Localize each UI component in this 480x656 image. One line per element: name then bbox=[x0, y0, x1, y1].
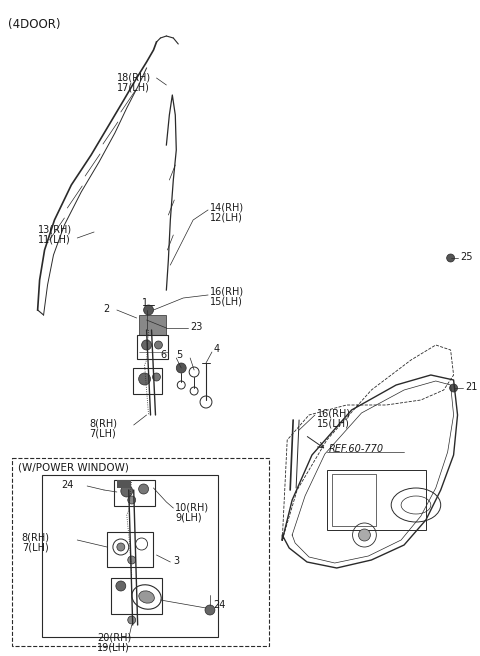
Text: 8(RH): 8(RH) bbox=[89, 418, 117, 428]
Text: 23: 23 bbox=[190, 322, 203, 332]
Text: 4: 4 bbox=[214, 344, 220, 354]
Ellipse shape bbox=[139, 591, 155, 603]
Circle shape bbox=[121, 485, 132, 497]
Circle shape bbox=[144, 305, 154, 315]
Text: 15(LH): 15(LH) bbox=[317, 418, 350, 428]
Text: 20(RH): 20(RH) bbox=[97, 632, 132, 642]
Bar bbox=[137, 335, 168, 359]
Circle shape bbox=[450, 384, 457, 392]
Bar bbox=[139, 315, 167, 335]
Text: 24: 24 bbox=[61, 480, 74, 490]
Text: 5: 5 bbox=[176, 350, 182, 360]
Text: 19(LH): 19(LH) bbox=[97, 642, 130, 652]
Text: 11(LH): 11(LH) bbox=[37, 234, 71, 244]
Bar bbox=[107, 532, 153, 567]
Bar bbox=[42, 475, 218, 637]
Text: 16(RH): 16(RH) bbox=[317, 408, 351, 418]
Text: 25: 25 bbox=[460, 252, 473, 262]
Bar bbox=[111, 578, 162, 614]
Circle shape bbox=[128, 496, 136, 504]
Circle shape bbox=[176, 363, 186, 373]
Text: 1: 1 bbox=[142, 298, 148, 308]
Circle shape bbox=[117, 543, 125, 551]
Circle shape bbox=[128, 616, 136, 624]
Circle shape bbox=[139, 484, 148, 494]
Circle shape bbox=[205, 605, 215, 615]
Circle shape bbox=[142, 340, 152, 350]
Text: 16(RH): 16(RH) bbox=[210, 287, 244, 297]
Circle shape bbox=[447, 254, 455, 262]
Bar bbox=[327, 470, 426, 530]
Text: REF.60-770: REF.60-770 bbox=[329, 444, 384, 454]
Text: 8(RH): 8(RH) bbox=[22, 532, 50, 542]
Bar bbox=[132, 368, 162, 394]
Circle shape bbox=[153, 373, 160, 381]
Circle shape bbox=[359, 529, 371, 541]
Text: 9(LH): 9(LH) bbox=[175, 512, 202, 522]
Text: 12(LH): 12(LH) bbox=[210, 212, 243, 222]
Circle shape bbox=[155, 341, 162, 349]
Text: 18(RH): 18(RH) bbox=[117, 72, 151, 82]
Text: 24: 24 bbox=[213, 600, 225, 610]
Text: 21: 21 bbox=[466, 382, 478, 392]
Text: 13(RH): 13(RH) bbox=[37, 224, 72, 234]
Text: 14(RH): 14(RH) bbox=[210, 202, 244, 212]
Text: (W/POWER WINDOW): (W/POWER WINDOW) bbox=[18, 462, 129, 472]
Text: 10(RH): 10(RH) bbox=[175, 502, 209, 512]
Circle shape bbox=[139, 373, 151, 385]
Text: 7(LH): 7(LH) bbox=[89, 428, 116, 438]
Bar bbox=[114, 480, 156, 506]
Circle shape bbox=[128, 556, 136, 564]
Text: 2: 2 bbox=[103, 304, 109, 314]
Bar bbox=[117, 480, 131, 488]
Circle shape bbox=[116, 581, 126, 591]
Text: 7(LH): 7(LH) bbox=[22, 542, 48, 552]
Text: 3: 3 bbox=[173, 556, 180, 566]
Text: (4DOOR): (4DOOR) bbox=[8, 18, 60, 31]
Bar bbox=[332, 474, 376, 526]
Text: 17(LH): 17(LH) bbox=[117, 82, 150, 92]
Text: 15(LH): 15(LH) bbox=[210, 297, 243, 307]
Bar bbox=[12, 458, 269, 646]
Text: 6: 6 bbox=[160, 350, 167, 360]
